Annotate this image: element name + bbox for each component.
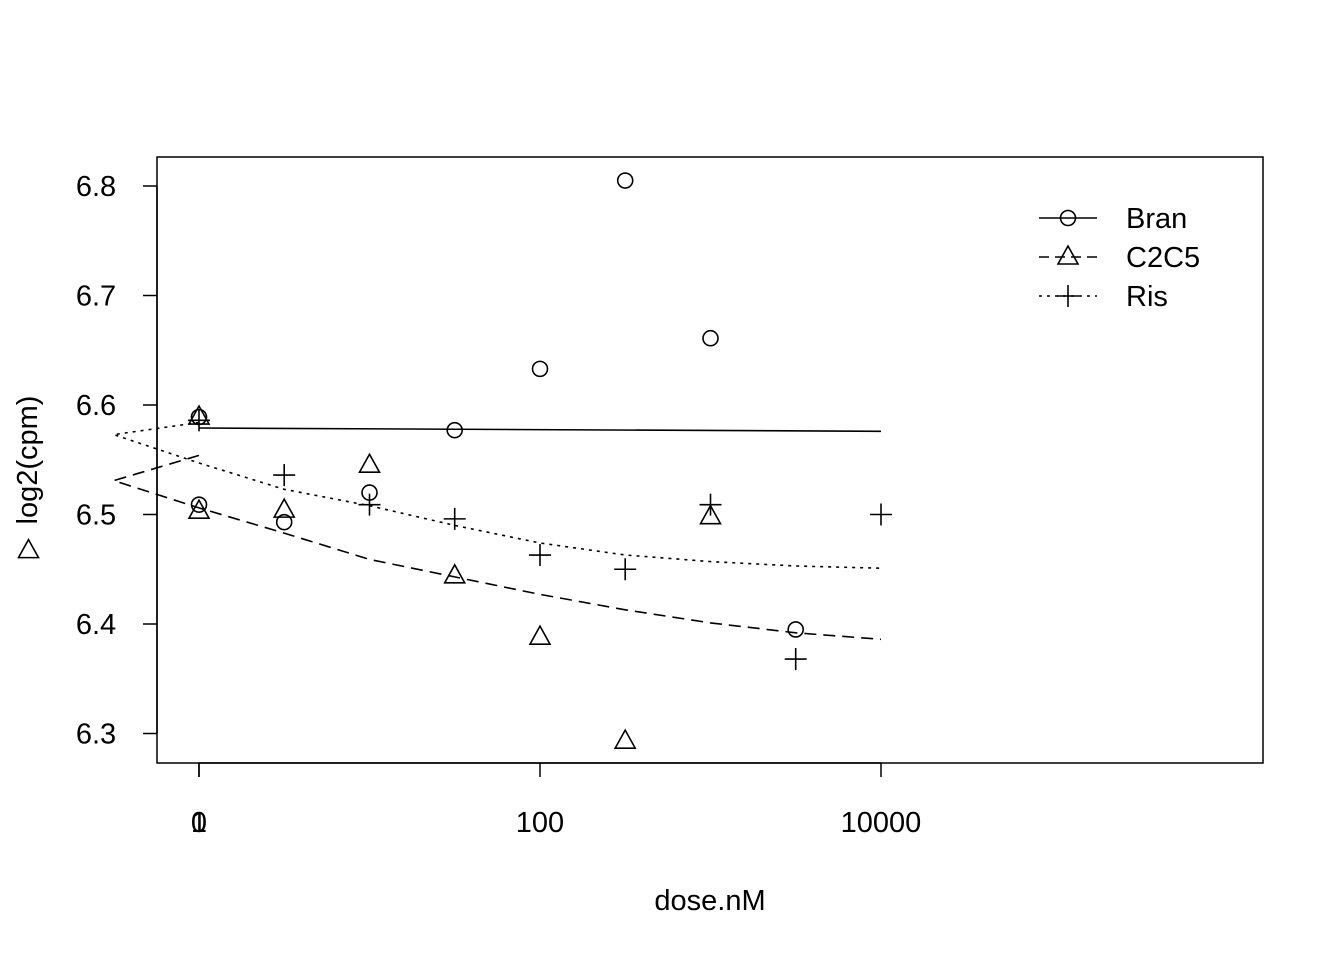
y-tick-label: 6.4 — [76, 609, 116, 641]
point-ris — [358, 493, 381, 516]
point-c2c5 — [187, 498, 211, 520]
point-c2c5 — [699, 504, 722, 525]
y-tick-label: 6.8 — [76, 171, 116, 203]
legend-label-ris: Ris — [1126, 281, 1168, 313]
legend-marker-bran — [1059, 209, 1077, 227]
fit-line-bran — [198, 427, 882, 433]
fit-lines — [110, 421, 882, 641]
point-c2c5 — [17, 537, 40, 559]
point-ris — [614, 558, 637, 581]
x-tick-label: 0 — [191, 807, 207, 839]
point-ris — [188, 409, 210, 432]
x-axis-title: dose.nM — [654, 885, 765, 917]
point-bran — [616, 172, 634, 189]
point-bran — [531, 360, 549, 378]
point-bran — [787, 621, 804, 638]
y-tick-label: 6.3 — [76, 719, 116, 751]
legend-marker-c2c5 — [1056, 244, 1080, 265]
legend: Bran C2C5 Ris — [1039, 203, 1200, 313]
x-tick-label: 1 — [191, 807, 207, 839]
y-axis-title: log2(cpm) — [12, 396, 44, 525]
point-c2c5 — [272, 497, 296, 518]
point-ris — [443, 507, 466, 530]
point-c2c5 — [358, 452, 381, 474]
legend-label-bran: Bran — [1126, 203, 1187, 235]
point-bran — [702, 329, 719, 347]
point-bran — [446, 421, 463, 439]
x-axis: 01 100 10000 — [191, 762, 922, 839]
point-bran — [190, 496, 208, 513]
point-c2c5 — [443, 563, 467, 584]
point-ris — [529, 544, 551, 567]
y-tick-label: 6.7 — [76, 281, 116, 313]
point-bran — [275, 513, 293, 531]
point-c2c5 — [613, 728, 637, 749]
point-ris — [273, 464, 296, 487]
y-axis: 6.3 6.4 6.5 6.6 6.7 6.8 — [76, 171, 158, 751]
legend-marker-ris — [1057, 285, 1079, 307]
fit-line-ris — [113, 421, 882, 569]
plot-frame — [156, 156, 1264, 764]
point-ris — [784, 648, 807, 671]
point-ris — [870, 503, 892, 526]
y-tick-label: 6.5 — [76, 500, 116, 532]
legend-label-c2c5: C2C5 — [1126, 242, 1200, 274]
x-tick-label: 100 — [516, 807, 564, 839]
x-tick-label: 10000 — [841, 807, 922, 839]
y-tick-label: 6.6 — [76, 390, 116, 422]
point-ris — [699, 493, 722, 516]
point-c2c5 — [528, 624, 552, 645]
fit-line-c2c5 — [110, 454, 882, 641]
data-points — [17, 172, 892, 749]
